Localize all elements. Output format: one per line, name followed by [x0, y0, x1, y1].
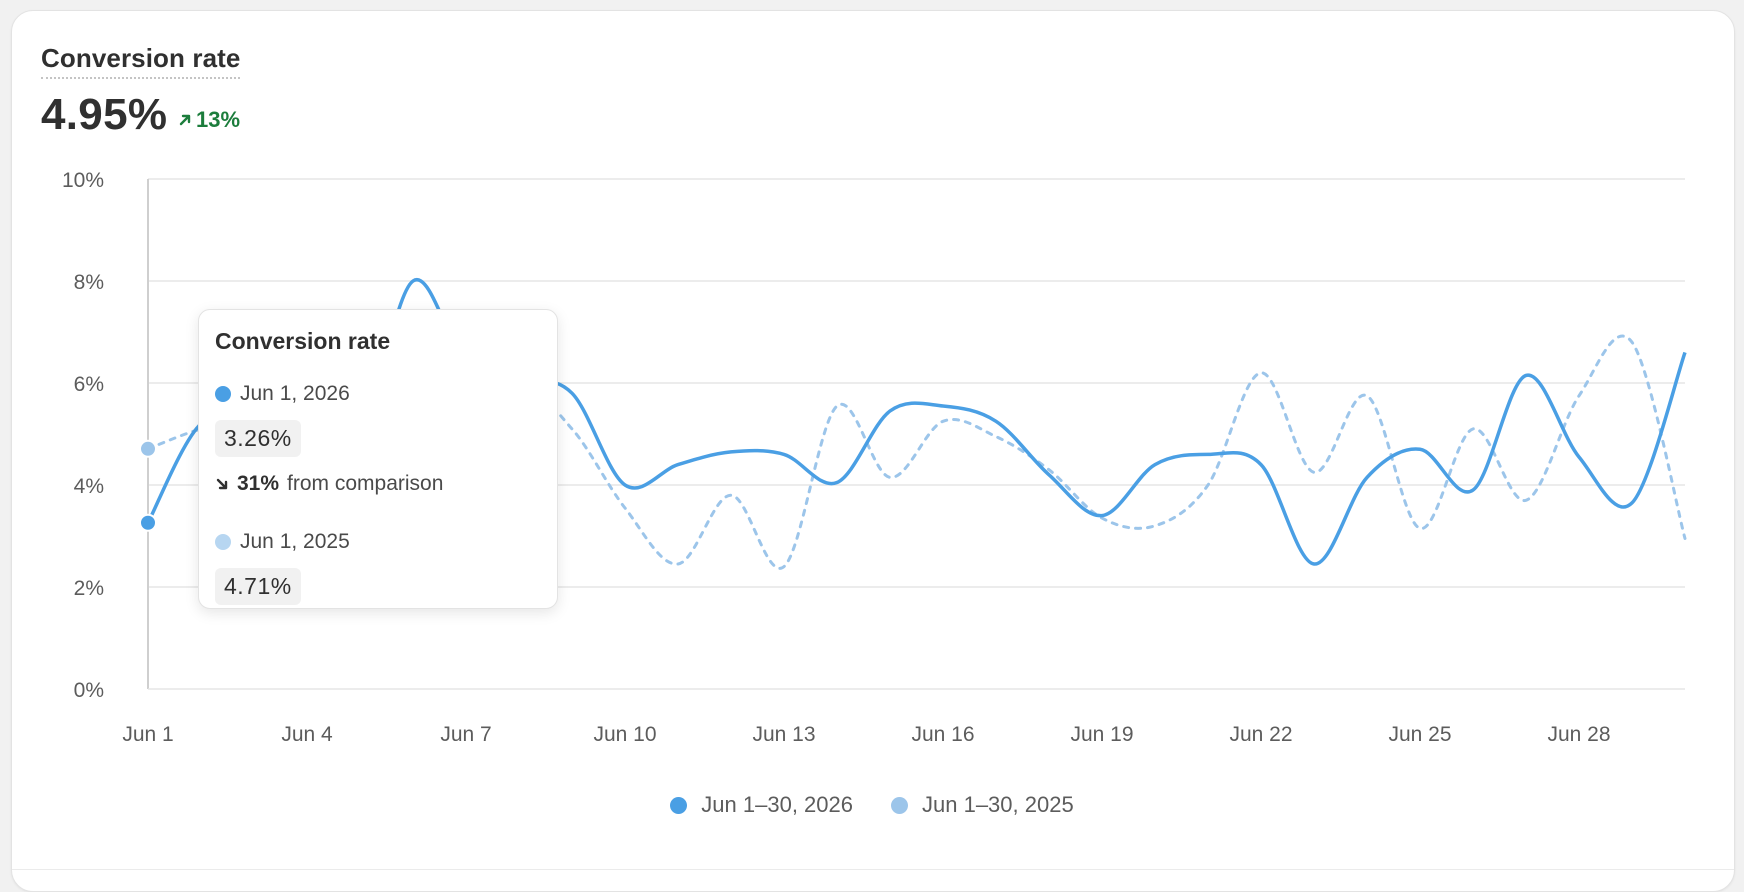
y-tick-label: 0%: [74, 679, 104, 702]
metric-change-value: 13%: [196, 107, 241, 132]
y-tick-label: 4%: [74, 475, 104, 498]
highlight-point-previous: [139, 439, 157, 458]
y-tick-label: 8%: [74, 271, 104, 294]
legend-current-label: Jun 1–30, 2026: [701, 792, 853, 817]
legend-previous-label: Jun 1–30, 2025: [922, 792, 1074, 817]
tooltip-current-value: 3.26%: [215, 420, 301, 457]
current-series-dot: [215, 386, 231, 402]
x-tick-label: Jun 19: [1070, 723, 1133, 746]
series-line-current: [146, 277, 1687, 566]
x-tick-label: Jun 10: [593, 723, 656, 746]
tooltip-compare-row: Jun 1, 2025: [215, 530, 350, 554]
metric-value: 4.95%: [41, 90, 168, 139]
x-tick-label: Jun 28: [1547, 723, 1610, 746]
x-tick-label: Jun 4: [281, 723, 333, 746]
arrow-down-right-icon: [216, 478, 228, 490]
tooltip-comparison: 31% from comparison: [215, 472, 443, 496]
chart-tooltip: Conversion rate Jun 1, 2026 3.26% 31% fr…: [198, 309, 558, 609]
highlight-point-current: [139, 513, 157, 532]
tooltip-change-text: from comparison: [287, 472, 444, 495]
x-tick-label: Jun 16: [911, 723, 974, 746]
metric-title[interactable]: Conversion rate: [41, 43, 241, 79]
tooltip-compare-date: Jun 1, 2025: [240, 530, 350, 553]
chart-legend: Jun 1–30, 2026 Jun 1–30, 2025: [0, 792, 1744, 818]
tooltip-change-pct: 31%: [237, 472, 280, 495]
previous-series-dot: [215, 534, 231, 550]
x-tick-label: Jun 7: [440, 723, 491, 746]
metric-change-badge: 13%: [178, 107, 240, 133]
arrow-up-right-icon: [179, 114, 191, 126]
tooltip-current-date: Jun 1, 2026: [240, 382, 350, 405]
y-tick-label: 10%: [62, 169, 104, 192]
y-tick-label: 6%: [74, 373, 104, 396]
x-tick-label: Jun 22: [1229, 723, 1292, 746]
x-tick-label: Jun 25: [1388, 723, 1451, 746]
legend-item-current[interactable]: Jun 1–30, 2026: [670, 792, 853, 818]
card-divider: [12, 869, 1734, 870]
legend-previous-dot: [891, 796, 908, 814]
tooltip-compare-value: 4.71%: [215, 568, 301, 605]
legend-item-previous[interactable]: Jun 1–30, 2025: [891, 792, 1074, 818]
x-tick-label: Jun 1: [122, 723, 173, 746]
tooltip-title: Conversion rate: [215, 328, 391, 354]
y-tick-label: 2%: [74, 577, 104, 600]
x-tick-label: Jun 13: [752, 723, 815, 746]
tooltip-current-row: Jun 1, 2026: [215, 382, 350, 406]
legend-current-dot: [670, 796, 688, 814]
